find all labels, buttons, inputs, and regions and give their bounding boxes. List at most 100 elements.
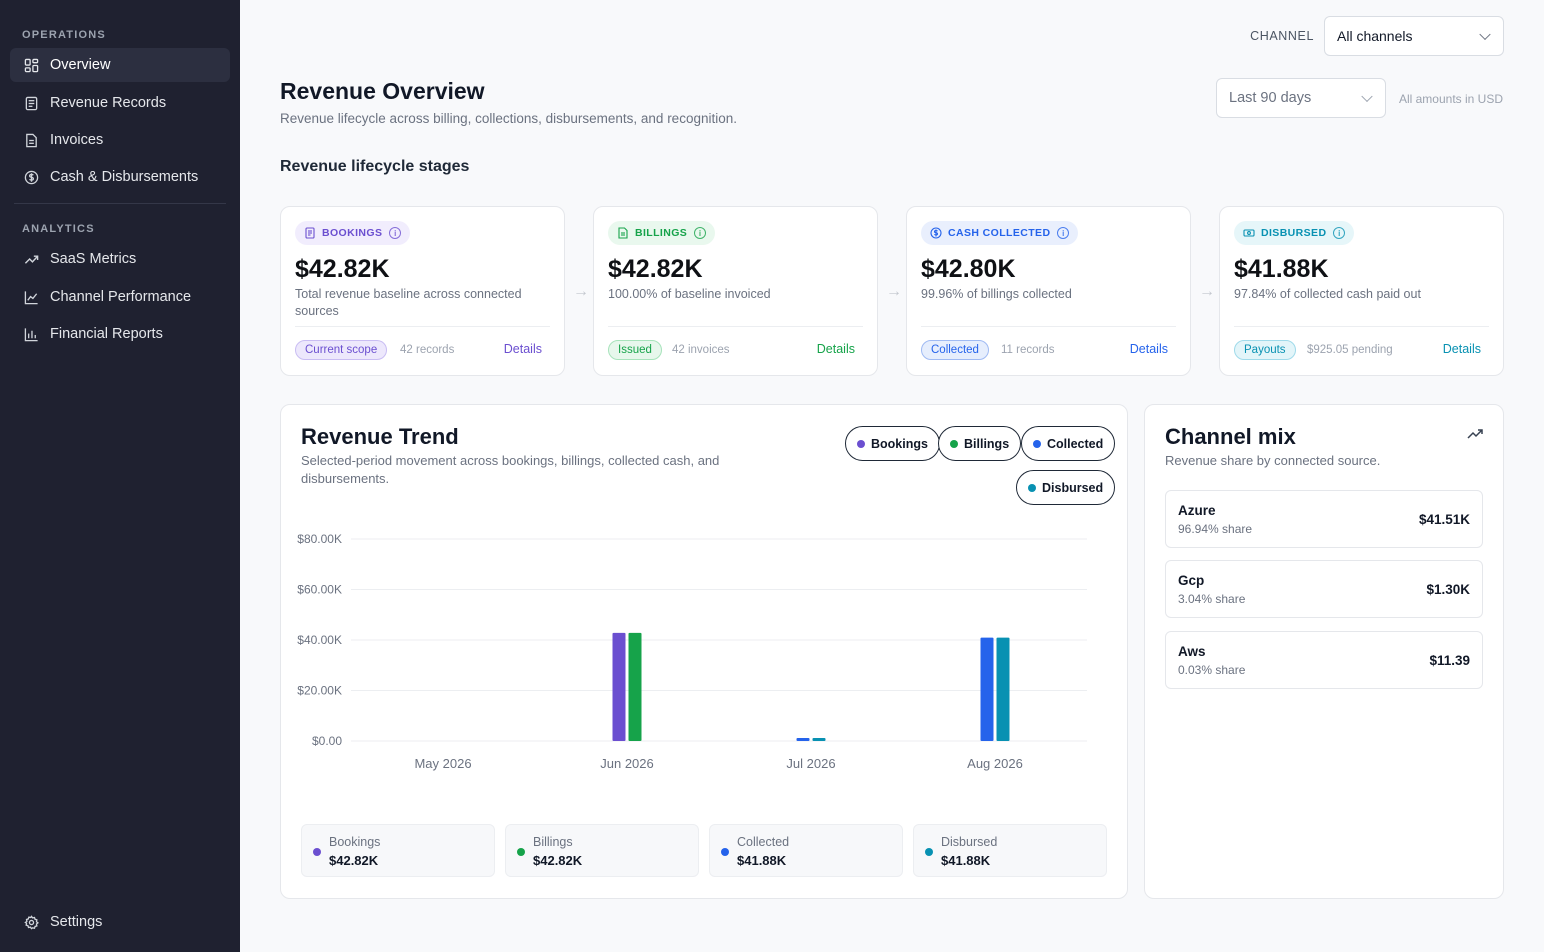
details-link[interactable]: Details: [1129, 342, 1168, 356]
mix-item-aws[interactable]: Aws 0.03% share $11.39: [1165, 631, 1483, 689]
sidebar-item-saas-metrics[interactable]: SaaS Metrics: [10, 242, 230, 276]
summary-value: $41.88K: [737, 853, 787, 868]
sidebar-item-financial-reports[interactable]: Financial Reports: [10, 317, 230, 351]
sidebar-item-label: Invoices: [50, 132, 104, 148]
stage-pill: BILLINGS i: [608, 221, 716, 245]
line-chart-icon: [24, 290, 38, 304]
x-tick-label: Jun 2026: [600, 756, 654, 771]
trend-up-icon[interactable]: [1467, 427, 1483, 441]
stage-label: CASH COLLECTED: [948, 227, 1051, 239]
banknote-icon: [1243, 229, 1255, 237]
stage-card-disbursed: DISBURSED i $41.88K 97.84% of collected …: [1219, 206, 1504, 376]
mix-name: Gcp: [1178, 573, 1205, 588]
invoice-icon: [618, 227, 628, 239]
summary-label: Disbursed: [941, 835, 998, 849]
channel-select[interactable]: All channels: [1324, 16, 1504, 56]
info-icon[interactable]: i: [1333, 227, 1346, 239]
y-tick-label: $80.00K: [297, 532, 342, 546]
bar-disbursed: [812, 738, 826, 741]
sidebar-divider: [14, 203, 226, 204]
stage-count: 42 invoices: [672, 344, 730, 356]
sidebar-item-invoices[interactable]: Invoices: [10, 123, 230, 157]
stage-value: $41.88K: [1234, 255, 1329, 283]
sidebar-item-label: Overview: [50, 57, 111, 73]
info-icon[interactable]: i: [1057, 227, 1070, 239]
sidebar-item-label: Channel Performance: [50, 289, 192, 305]
sidebar: OPERATIONS Overview Revenue Records Invo…: [0, 0, 240, 952]
legend-dot: [1028, 483, 1036, 492]
stage-description: 97.84% of collected cash paid out: [1234, 287, 1421, 301]
legend-label: Bookings: [871, 436, 928, 451]
x-tick-label: Aug 2026: [967, 756, 1023, 771]
bar-bookings: [612, 632, 626, 741]
mix-value: $11.39: [1429, 653, 1470, 668]
currency-note: All amounts in USD: [1398, 92, 1503, 106]
revenue-trend-card: Revenue Trend Selected-period movement a…: [280, 404, 1128, 899]
arrow-right-icon: →: [573, 283, 589, 300]
sidebar-item-revenue-records[interactable]: Revenue Records: [10, 86, 230, 120]
main-content: CHANNEL All channels Revenue Overview Re…: [240, 0, 1544, 952]
summary-billings: Billings $42.82K: [505, 824, 699, 877]
info-icon[interactable]: i: [389, 227, 402, 239]
summary-value: $42.82K: [533, 853, 583, 868]
trend-subtitle: Selected-period movement across bookings…: [301, 453, 720, 486]
legend-toggle-bookings[interactable]: Bookings: [845, 426, 940, 461]
channel-select-value: All channels: [1337, 28, 1413, 44]
sidebar-item-settings[interactable]: Settings: [10, 905, 230, 939]
trend-title: Revenue Trend: [301, 424, 459, 449]
stage-count: 42 records: [400, 344, 455, 356]
summary-label: Billings: [533, 835, 573, 849]
sidebar-item-overview[interactable]: Overview: [10, 48, 230, 82]
details-link[interactable]: Details: [816, 342, 855, 356]
mix-share: 96.94% share: [1178, 522, 1253, 536]
sidebar-item-label: Revenue Records: [50, 95, 167, 111]
y-tick-label: $20.00K: [297, 684, 342, 698]
legend-label: Disbursed: [1042, 480, 1104, 495]
stage-value: $42.82K: [608, 255, 703, 283]
stage-description: 99.96% of billings collected: [921, 287, 1072, 301]
sidebar-item-channel-performance[interactable]: Channel Performance: [10, 280, 230, 314]
dollar-circle-icon: [930, 227, 942, 239]
stage-description: Total revenue baseline across connected …: [295, 287, 522, 318]
stage-tag: Collected: [921, 340, 989, 360]
legend-dot: [1033, 439, 1041, 448]
legend-toggle-disbursed[interactable]: Disbursed: [1016, 470, 1116, 505]
details-link[interactable]: Details: [1442, 342, 1481, 356]
stage-count: 11 records: [1001, 344, 1055, 356]
summary-label: Bookings: [329, 835, 381, 849]
revenue-trend-chart: $0.00 $20.00K $40.00K $60.00K $80.00K May 202…: [297, 532, 1087, 771]
summary-value: $42.82K: [329, 853, 379, 868]
stage-card-billings: BILLINGS i $42.82K 100.00% of baseline i…: [593, 206, 878, 376]
stage-card-cash-collected: CASH COLLECTED i $42.80K 99.96% of billi…: [906, 206, 1191, 376]
mix-item-gcp[interactable]: Gcp 3.04% share $1.30K: [1165, 560, 1483, 618]
page-title: Revenue Overview: [280, 78, 485, 104]
bar-billings: [628, 632, 642, 741]
summary-collected: Collected $41.88K: [709, 824, 903, 877]
y-tick-label: $60.00K: [297, 583, 342, 597]
mix-share: 3.04% share: [1178, 592, 1246, 606]
bar-collected: [980, 637, 994, 741]
mix-value: $1.30K: [1426, 582, 1470, 597]
dollar-circle-icon: [24, 170, 39, 184]
stage-pill: CASH COLLECTED i: [921, 221, 1079, 245]
arrow-right-icon: →: [1199, 283, 1215, 300]
mix-share: 0.03% share: [1178, 663, 1246, 677]
document-icon: [305, 227, 315, 239]
info-icon[interactable]: i: [694, 227, 707, 239]
sidebar-item-cash-disbursements[interactable]: Cash & Disbursements: [10, 160, 230, 194]
x-tick-label: Jul 2026: [786, 756, 835, 771]
gear-icon: [24, 914, 39, 929]
legend-dot: [925, 848, 933, 856]
stage-count: $925.05 pending: [1307, 344, 1393, 356]
file-icon: [26, 133, 37, 147]
details-link[interactable]: Details: [503, 342, 542, 356]
page-subtitle: Revenue lifecycle across billing, collec…: [280, 111, 737, 126]
document-icon: [25, 96, 38, 110]
legend-toggle-collected[interactable]: Collected: [1021, 426, 1116, 461]
legend-toggle-billings[interactable]: Billings: [938, 426, 1022, 461]
sidebar-item-label: Cash & Disbursements: [50, 169, 199, 185]
summary-disbursed: Disbursed $41.88K: [913, 824, 1107, 877]
period-select[interactable]: Last 90 days: [1216, 78, 1386, 118]
mix-item-azure[interactable]: Azure 96.94% share $41.51K: [1165, 490, 1483, 548]
stage-label: DISBURSED: [1261, 227, 1327, 239]
